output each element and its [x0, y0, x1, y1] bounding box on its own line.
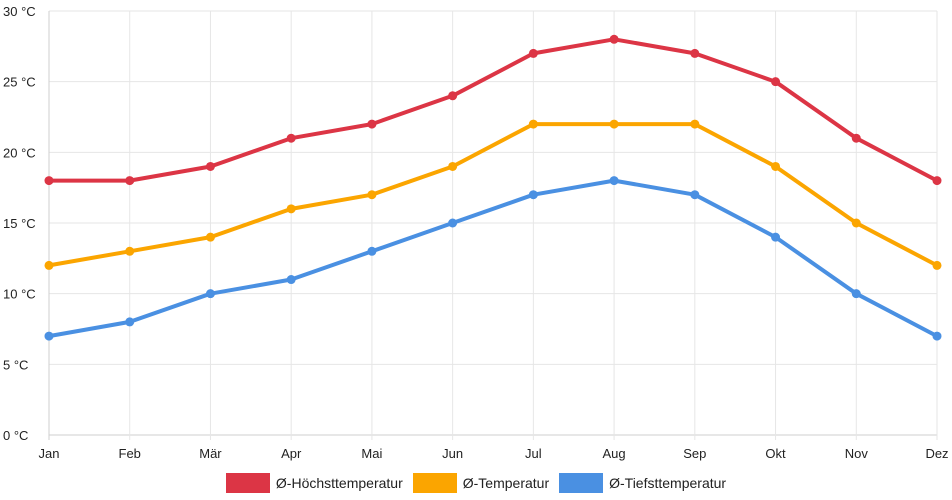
y-tick-label: 0 °C — [3, 428, 28, 443]
data-point-tief — [205, 289, 215, 299]
x-tick-label: Jul — [525, 446, 542, 461]
x-tick-label: Okt — [765, 446, 786, 461]
x-tick-label: Aug — [603, 446, 626, 461]
y-tick-label: 30 °C — [3, 4, 36, 19]
x-tick-label: Dez — [925, 446, 948, 461]
legend-label-hoechst: Ø-Höchsttemperatur — [275, 475, 403, 491]
data-point-mittel — [528, 119, 538, 129]
y-tick-label: 10 °C — [3, 287, 36, 302]
legend-swatch-tief — [559, 473, 604, 493]
data-point-tief — [771, 232, 781, 242]
data-point-mittel — [851, 218, 861, 228]
legend-swatch-mittel — [412, 473, 457, 493]
x-tick-label: Feb — [119, 446, 141, 461]
series-line-hoechst — [47, 37, 939, 183]
data-point-hoechst — [44, 176, 54, 186]
data-point-mittel — [44, 260, 54, 270]
legend-label-tief: Ø-Tiefsttemperatur — [609, 475, 727, 491]
data-point-hoechst — [851, 133, 861, 143]
data-series — [44, 34, 942, 341]
data-point-mittel — [690, 119, 700, 129]
data-point-mittel — [448, 161, 458, 171]
data-point-tief — [44, 331, 54, 341]
x-tick-label: Mär — [199, 446, 222, 461]
legend-item-mittel[interactable]: Ø-Temperatur — [412, 473, 550, 493]
temperature-line-chart: 0 °C 5 °C 10 °C 15 °C 20 °C 25 °C 30 °C Jan Feb M… — [3, 4, 949, 461]
x-tick-label: Sep — [683, 446, 706, 461]
data-point-mittel — [205, 232, 215, 242]
x-tick-label: Jun — [442, 446, 463, 461]
data-point-mittel — [125, 246, 135, 256]
data-point-mittel — [932, 260, 942, 270]
legend-label-mittel: Ø-Temperatur — [462, 475, 550, 491]
series-line-mittel — [47, 122, 939, 268]
data-point-hoechst — [125, 176, 135, 186]
data-point-hoechst — [609, 34, 619, 44]
data-point-tief — [125, 317, 135, 327]
x-tick-label: Jan — [39, 446, 60, 461]
y-tick-label: 20 °C — [3, 145, 36, 160]
x-tick-label: Apr — [281, 446, 302, 461]
x-tick-label: Nov — [845, 446, 869, 461]
data-point-tief — [851, 289, 861, 299]
y-tick-label: 25 °C — [3, 75, 36, 90]
data-point-mittel — [771, 161, 781, 171]
data-point-hoechst — [367, 119, 377, 129]
y-tick-label: 15 °C — [3, 216, 36, 231]
data-point-hoechst — [690, 48, 700, 58]
data-point-mittel — [609, 119, 619, 129]
legend-item-hoechst[interactable]: Ø-Höchsttemperatur — [225, 473, 403, 493]
data-point-mittel — [367, 190, 377, 200]
data-point-hoechst — [205, 161, 215, 171]
data-point-tief — [367, 246, 377, 256]
x-tick-label: Mai — [361, 446, 382, 461]
axis-labels: 0 °C 5 °C 10 °C 15 °C 20 °C 25 °C 30 °C Jan Feb M… — [3, 4, 949, 461]
data-point-hoechst — [448, 91, 458, 101]
data-point-hoechst — [771, 77, 781, 87]
data-point-hoechst — [286, 133, 296, 143]
y-tick-label: 5 °C — [3, 357, 28, 372]
data-point-tief — [609, 176, 619, 186]
data-point-hoechst — [932, 176, 942, 186]
data-point-hoechst — [528, 48, 538, 58]
chart-legend: Ø-Höchsttemperatur Ø-Temperatur Ø-Tiefst… — [0, 471, 952, 495]
data-point-tief — [932, 331, 942, 341]
data-point-tief — [448, 218, 458, 228]
legend-swatch-hoechst — [225, 473, 270, 493]
data-point-tief — [528, 190, 538, 200]
legend-item-tief[interactable]: Ø-Tiefsttemperatur — [559, 473, 726, 493]
series-line-tief — [47, 178, 939, 339]
data-point-mittel — [286, 204, 296, 214]
data-point-tief — [286, 275, 296, 285]
data-point-tief — [690, 190, 700, 200]
